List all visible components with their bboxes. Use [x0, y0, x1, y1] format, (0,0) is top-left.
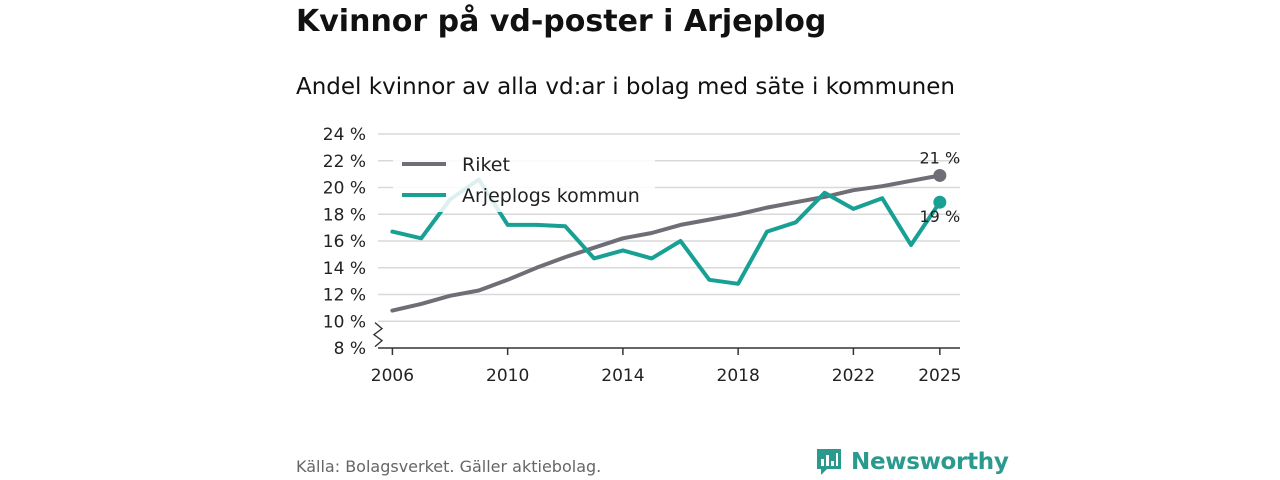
riket-end-point	[933, 168, 947, 182]
y-tick-label: 10 %	[323, 312, 366, 332]
x-tick-label: 2014	[601, 366, 644, 386]
legend: Riket Arjeplogs kommun	[393, 150, 655, 212]
y-tick-label: 20 %	[323, 179, 366, 199]
axis-break-mark	[372, 322, 384, 348]
y-tick-label: 24 %	[323, 125, 366, 145]
end-points: 21 % 19 %	[920, 148, 961, 226]
y-tick-label: 12 %	[323, 286, 366, 306]
riket-line	[390, 173, 942, 313]
chart-subtitle: Andel kvinnor av alla vd:ar i bolag med …	[296, 74, 955, 100]
x-tick-label: 2018	[717, 366, 760, 386]
brand-name: Newsworthy	[851, 449, 1009, 475]
end-value-label: 19 %	[920, 207, 961, 226]
brand-logo: Newsworthy	[815, 447, 1009, 477]
x-tick-label: 2010	[486, 366, 529, 386]
end-value-label: 21 %	[920, 148, 961, 167]
x-axis: 2006 2010 2014 2018 2022 2025	[371, 347, 961, 386]
y-tick-label: 8 %	[334, 339, 366, 359]
legend-label: Riket	[462, 154, 510, 176]
x-tick-label: 2006	[371, 366, 414, 386]
y-tick-label: 16 %	[323, 232, 366, 252]
x-tick-label: 2025	[918, 366, 961, 386]
y-tick-label: 22 %	[323, 152, 366, 172]
x-tick-label: 2022	[832, 366, 875, 386]
y-axis: 8 % 10 % 12 % 14 % 16 % 18 % 20 % 22 % 24 %	[323, 125, 384, 359]
y-tick-label: 14 %	[323, 259, 366, 279]
legend-background	[393, 150, 655, 212]
y-tick-label: 18 %	[323, 205, 366, 225]
source-note: Källa: Bolagsverket. Gäller aktiebolag.	[296, 457, 602, 476]
line-chart: 8 % 10 % 12 % 14 % 16 % 18 % 20 % 22 % 24 % 2006…	[323, 125, 962, 386]
newsworthy-logo-icon	[817, 449, 841, 475]
arjeplog-end-point	[933, 195, 947, 209]
chart-title: Kvinnor på vd-poster i Arjeplog	[296, 4, 827, 39]
legend-label: Arjeplogs kommun	[462, 185, 640, 207]
